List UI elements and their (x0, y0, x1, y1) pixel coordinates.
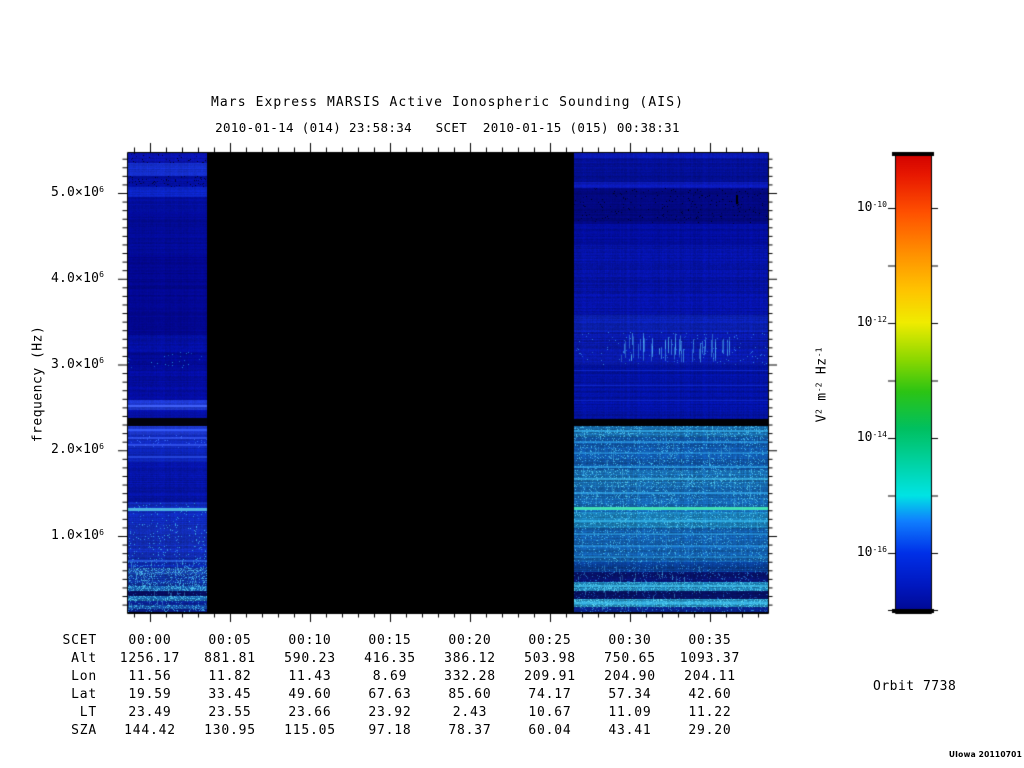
colorbar-tick-label: 10-14 (856, 429, 887, 445)
table-cell: 42.60 (688, 687, 732, 702)
table-cell: 10.67 (528, 705, 572, 720)
table-cell: 1256.17 (119, 651, 181, 666)
table-cell: 750.65 (604, 651, 656, 666)
table-cell: 590.23 (284, 651, 336, 666)
table-cell: 204.90 (604, 669, 656, 684)
table-cell: 67.63 (368, 687, 412, 702)
table-cell: 11.22 (688, 705, 732, 720)
table-cell: 23.66 (288, 705, 332, 720)
colorbar-tick-label: 10-16 (856, 544, 887, 560)
chart-title: Mars Express MARSIS Active Ionospheric S… (210, 95, 685, 110)
table-cell: 23.49 (128, 705, 172, 720)
table-cell: 11.09 (608, 705, 652, 720)
table-cell: 144.42 (124, 723, 176, 738)
chart-subtitle: 2010-01-14 (014) 23:58:34 SCET 2010-01-1… (215, 120, 680, 135)
table-cell: 8.69 (372, 669, 408, 684)
table-cell: 332.28 (444, 669, 496, 684)
table-cell: 43.41 (608, 723, 652, 738)
table-cell: 11.43 (288, 669, 332, 684)
table-row-label: SCET (62, 633, 97, 648)
colorbar-title: V2 m-2 Hz-1 (814, 347, 830, 423)
table-row-label: Alt (71, 651, 97, 666)
y-axis-title: frequency (Hz) (30, 325, 46, 443)
table-cell: 23.92 (368, 705, 412, 720)
table-row-label: Lon (71, 669, 97, 684)
y-tick-label: 5.0×106 (50, 184, 104, 200)
table-cell: 49.60 (288, 687, 332, 702)
table-cell: 85.60 (448, 687, 492, 702)
table-cell: 57.34 (608, 687, 652, 702)
y-tick-label: 2.0×106 (50, 441, 104, 458)
table-cell: 209.91 (524, 669, 576, 684)
colorbar-tick-label: 10-10 (856, 199, 887, 215)
table-cell: 11.56 (128, 669, 172, 684)
table-cell: 00:15 (368, 633, 412, 648)
table-cell: 19.59 (128, 687, 172, 702)
table-cell: 00:05 (208, 633, 252, 648)
table-cell: 00:30 (608, 633, 652, 648)
table-cell: 97.18 (368, 723, 412, 738)
orbit-label: Orbit 7738 (873, 679, 957, 694)
colorbar-tick-label: 10-12 (856, 314, 887, 330)
table-cell: 00:25 (528, 633, 572, 648)
table-cell: 416.35 (364, 651, 416, 666)
table-cell: 78.37 (448, 723, 492, 738)
table-cell: 00:20 (448, 633, 492, 648)
table-cell: 00:35 (688, 633, 732, 648)
table-cell: 2.43 (452, 705, 488, 720)
table-cell: 130.95 (204, 723, 256, 738)
credit-label: UIowa 20110701 (948, 750, 1022, 759)
y-tick-label: 4.0×106 (50, 270, 104, 286)
table-cell: 1093.37 (679, 651, 741, 666)
table-cell: 204.11 (684, 669, 736, 684)
table-cell: 11.82 (208, 669, 252, 684)
table-cell: 00:10 (288, 633, 332, 648)
table-cell: 29.20 (688, 723, 732, 738)
table-cell: 386.12 (444, 651, 496, 666)
y-tick-label: 3.0×106 (50, 356, 104, 372)
table-row-label: LT (79, 705, 97, 720)
table-cell: 60.04 (528, 723, 572, 738)
table-cell: 23.55 (208, 705, 252, 720)
table-cell: 881.81 (204, 651, 256, 666)
table-cell: 00:00 (128, 633, 172, 648)
table-cell: 503.98 (524, 651, 576, 666)
table-cell: 33.45 (208, 687, 252, 702)
table-row-label: SZA (71, 723, 97, 738)
y-tick-label: 1.0×106 (50, 527, 104, 543)
table-cell: 115.05 (284, 723, 336, 738)
table-row-label: Lat (71, 687, 97, 702)
table-cell: 74.17 (528, 687, 572, 702)
